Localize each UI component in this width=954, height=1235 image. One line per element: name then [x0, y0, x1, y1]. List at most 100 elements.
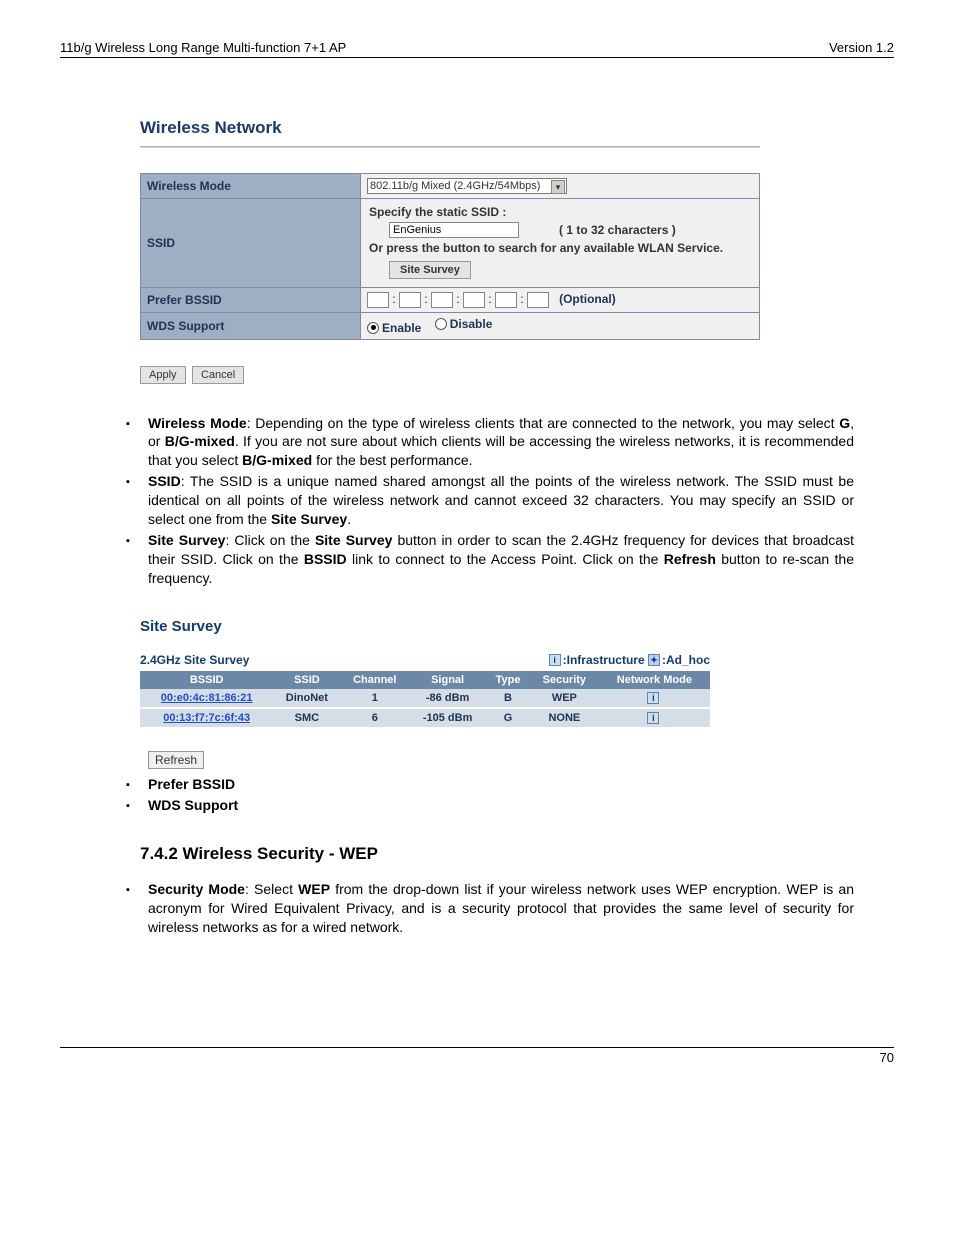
bullet-wds-support: WDS Support: [120, 796, 854, 815]
wds-label: WDS Support: [141, 313, 361, 340]
cell: i: [599, 689, 710, 708]
col-signal: Signal: [409, 671, 486, 689]
panel-divider: [140, 146, 760, 148]
cell: -105 dBm: [409, 708, 486, 728]
bullet-prefer-bssid: Prefer BSSID: [120, 775, 854, 794]
bssid-field-6[interactable]: [527, 292, 549, 308]
description-list-2: Prefer BSSID WDS Support: [120, 775, 854, 815]
cell: 1: [340, 689, 409, 708]
cell: SMC: [273, 708, 340, 728]
site-survey-heading: Site Survey: [140, 618, 894, 635]
site-survey-legend: 2.4GHz Site Survey i:Infrastructure ✦:Ad…: [140, 653, 710, 667]
table-header-row: BSSID SSID Channel Signal Type Security …: [140, 671, 710, 689]
term: Site Survey: [271, 511, 347, 527]
cell: i: [599, 708, 710, 728]
cell: DinoNet: [273, 689, 340, 708]
page-footer: 70: [60, 1047, 894, 1065]
legend-right: i:Infrastructure ✦:Ad_hoc: [549, 653, 710, 667]
cancel-button[interactable]: Cancel: [192, 366, 244, 384]
radio-icon: [435, 318, 447, 330]
bssid-field-5[interactable]: [495, 292, 517, 308]
table-row: 00:e0:4c:81:86:21 DinoNet 1 -86 dBm B WE…: [140, 689, 710, 708]
term: SSID: [148, 473, 181, 489]
site-survey-button[interactable]: Site Survey: [389, 261, 471, 279]
page-number: 70: [880, 1050, 894, 1065]
bssid-field-4[interactable]: [463, 292, 485, 308]
infrastructure-icon: i: [549, 654, 561, 666]
col-type: Type: [486, 671, 530, 689]
bssid-field-1[interactable]: [367, 292, 389, 308]
adhoc-icon: ✦: [648, 654, 660, 666]
table-row: 00:13:f7:7c:6f:43 SMC 6 -105 dBm G NONE …: [140, 708, 710, 728]
panel-heading: Wireless Network: [140, 118, 864, 138]
bullet-site-survey: Site Survey: Click on the Site Survey bu…: [120, 531, 854, 588]
term: Site Survey: [148, 532, 225, 548]
ssid-specify-text: Specify the static SSID :: [369, 205, 751, 219]
col-mode: Network Mode: [599, 671, 710, 689]
refresh-button[interactable]: Refresh: [148, 751, 204, 769]
bssid-field-3[interactable]: [431, 292, 453, 308]
prefer-optional: (Optional): [559, 292, 616, 306]
term: Prefer BSSID: [148, 776, 235, 792]
wireless-mode-cell: 802.11b/g Mixed (2.4GHz/54Mbps) ▾: [361, 174, 760, 199]
radio-icon: [367, 322, 379, 334]
apply-button[interactable]: Apply: [140, 366, 186, 384]
text: : The SSID is a unique named shared amon…: [148, 473, 854, 527]
page-header: 11b/g Wireless Long Range Multi-function…: [60, 40, 894, 58]
cell: G: [486, 708, 530, 728]
site-survey-table: BSSID SSID Channel Signal Type Security …: [140, 671, 710, 729]
ssid-label: SSID: [141, 199, 361, 288]
term: Wireless Mode: [148, 415, 247, 431]
ssid-input[interactable]: [389, 222, 519, 238]
description-list-3: Security Mode: Select WEP from the drop-…: [120, 880, 854, 937]
config-table: Wireless Mode 802.11b/g Mixed (2.4GHz/54…: [140, 173, 760, 340]
ssid-cell: Specify the static SSID : ( 1 to 32 char…: [361, 199, 760, 288]
term: G: [839, 415, 850, 431]
wireless-mode-value: 802.11b/g Mixed (2.4GHz/54Mbps): [370, 180, 540, 192]
term: B/G-mixed: [165, 433, 235, 449]
wds-enable-radio[interactable]: Enable: [367, 321, 421, 335]
infrastructure-icon: i: [647, 692, 659, 704]
bullet-wireless-mode: Wireless Mode: Depending on the type of …: [120, 414, 854, 471]
text: link to connect to the Access Point. Cli…: [347, 551, 664, 567]
cell: -86 dBm: [409, 689, 486, 708]
wds-cell: Enable Disable: [361, 313, 760, 340]
wds-disable-radio[interactable]: Disable: [435, 317, 493, 331]
col-ssid: SSID: [273, 671, 340, 689]
col-channel: Channel: [340, 671, 409, 689]
legend-left: 2.4GHz Site Survey: [140, 653, 249, 667]
term: Site Survey: [315, 532, 392, 548]
term: WEP: [298, 881, 330, 897]
wds-enable-label: Enable: [382, 321, 421, 335]
text: .: [347, 511, 351, 527]
bssid-link[interactable]: 00:e0:4c:81:86:21: [140, 689, 273, 708]
legend-infra: :Infrastructure: [563, 653, 645, 667]
bullet-security-mode: Security Mode: Select WEP from the drop-…: [120, 880, 854, 937]
term: BSSID: [304, 551, 347, 567]
bssid-link[interactable]: 00:13:f7:7c:6f:43: [140, 708, 273, 728]
ssid-hint: ( 1 to 32 characters ): [559, 223, 676, 237]
term: B/G-mixed: [242, 452, 312, 468]
bssid-field-2[interactable]: [399, 292, 421, 308]
bullet-ssid: SSID: The SSID is a unique named shared …: [120, 472, 854, 529]
wireless-network-panel: Wireless Network Wireless Mode 802.11b/g…: [140, 118, 864, 384]
header-right: Version 1.2: [829, 40, 894, 55]
text: for the best performance.: [312, 452, 472, 468]
header-left: 11b/g Wireless Long Range Multi-function…: [60, 40, 346, 55]
text: : Depending on the type of wireless clie…: [247, 415, 840, 431]
cell: B: [486, 689, 530, 708]
prefer-bssid-label: Prefer BSSID: [141, 288, 361, 313]
term: WDS Support: [148, 797, 238, 813]
description-list-1: Wireless Mode: Depending on the type of …: [120, 414, 854, 588]
section-heading: 7.4.2 Wireless Security - WEP: [140, 844, 894, 864]
col-security: Security: [530, 671, 599, 689]
term: Security Mode: [148, 881, 245, 897]
chevron-down-icon[interactable]: ▾: [551, 180, 565, 194]
wireless-mode-select[interactable]: 802.11b/g Mixed (2.4GHz/54Mbps) ▾: [367, 178, 567, 194]
legend-adhoc: :Ad_hoc: [662, 653, 710, 667]
text: : Click on the: [225, 532, 315, 548]
ssid-orpress: Or press the button to search for any av…: [369, 241, 751, 255]
cell: 6: [340, 708, 409, 728]
cell: NONE: [530, 708, 599, 728]
wds-disable-label: Disable: [450, 317, 493, 331]
